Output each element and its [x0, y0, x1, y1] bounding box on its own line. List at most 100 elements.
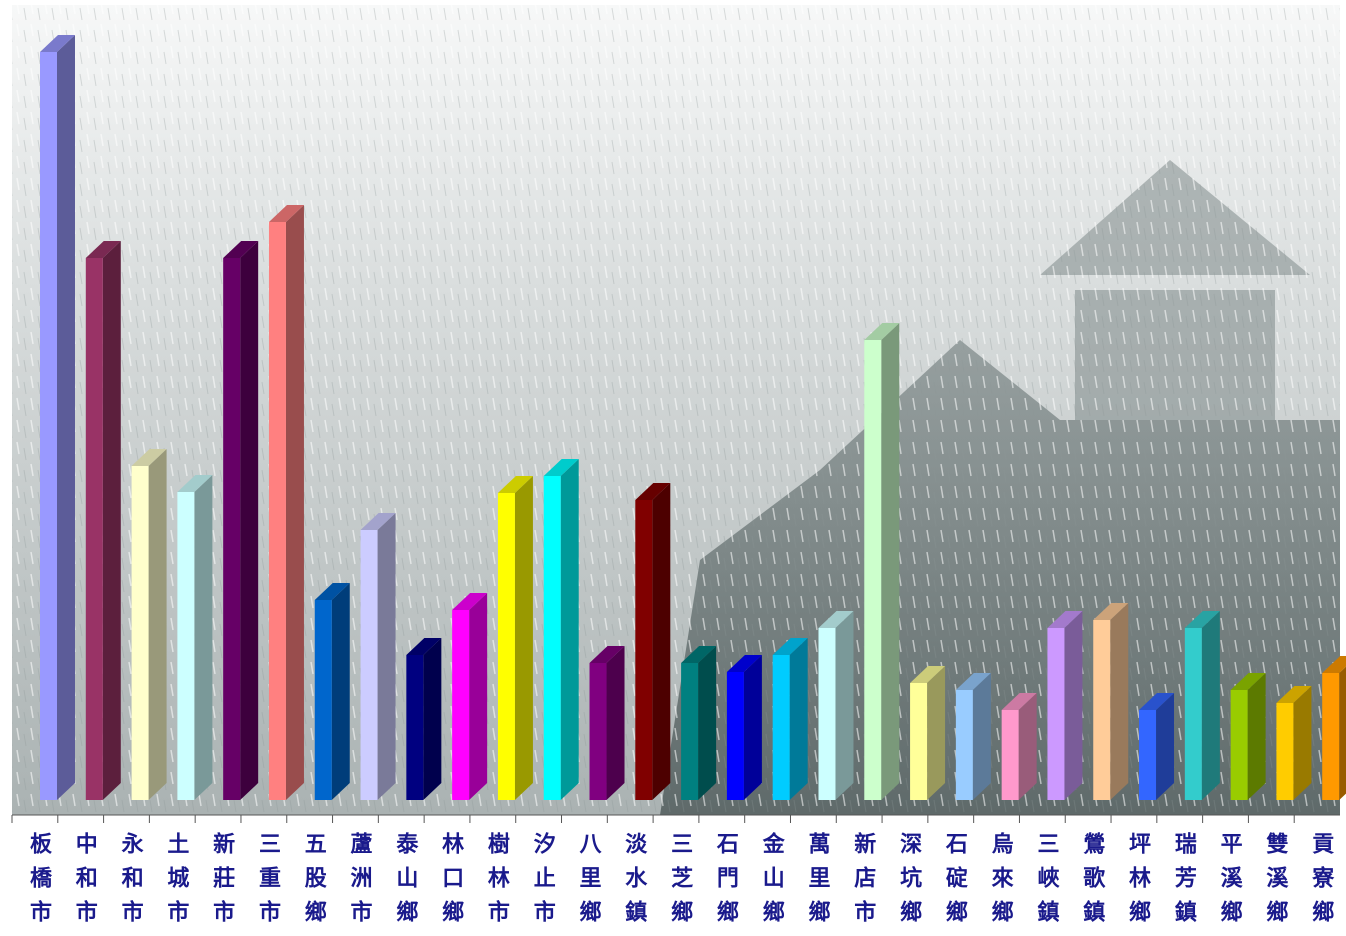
bar-front	[681, 663, 699, 800]
bar-side	[743, 655, 762, 800]
bar	[726, 655, 762, 800]
bar	[1047, 611, 1083, 800]
bar	[85, 241, 121, 800]
x-tick-label: 樹林市	[483, 832, 509, 934]
bar-front	[406, 655, 424, 800]
x-tick-label: 瑞芳鎮	[1170, 832, 1196, 934]
x-tick-label: 金山鄉	[758, 832, 784, 934]
bar-top	[223, 241, 259, 258]
bar-top	[1093, 603, 1129, 620]
bar	[360, 513, 396, 800]
x-tick-label: 雙溪鄉	[1262, 832, 1288, 934]
x-tick-label: 平溪鄉	[1216, 832, 1242, 934]
bar-side	[285, 205, 304, 800]
bar-front	[772, 655, 790, 800]
bar-top	[360, 513, 396, 530]
x-tick-label: 石門鄉	[712, 832, 738, 934]
bar	[818, 611, 854, 800]
bar-side	[927, 666, 946, 800]
bar-front	[223, 258, 241, 800]
x-tick-label: 泰山鄉	[392, 832, 418, 934]
bar-front	[589, 663, 607, 800]
bar-side	[102, 241, 121, 800]
bar	[1093, 603, 1129, 800]
x-tick-label: 新店市	[850, 832, 876, 934]
x-tick-label: 石碇鄉	[941, 832, 967, 934]
bar-top	[1139, 693, 1175, 710]
bar-side	[698, 646, 717, 800]
bar-front	[1093, 620, 1111, 800]
bar-side	[469, 593, 488, 800]
bar-front	[85, 258, 103, 800]
bar-top	[910, 666, 946, 683]
bar	[910, 666, 946, 800]
bar-top	[635, 483, 671, 500]
bar-top	[1322, 656, 1346, 673]
x-tick-label: 中和市	[71, 832, 97, 934]
bar-side	[560, 459, 579, 800]
bar-front	[1139, 710, 1157, 800]
x-tick-label: 鶯歌鎮	[1079, 832, 1105, 934]
bar-front	[314, 600, 332, 800]
bar	[1184, 611, 1220, 800]
bar	[1230, 673, 1266, 800]
x-tick-label: 八里鄉	[575, 832, 601, 934]
x-tick-label: 林口鄉	[438, 832, 464, 934]
bar-side	[1110, 603, 1129, 800]
x-tick-label: 永和市	[117, 832, 143, 934]
x-tick-label: 汐止市	[529, 832, 555, 934]
bar-side	[423, 638, 442, 800]
bar-front	[543, 476, 561, 800]
bar-side	[881, 323, 900, 800]
bar-top	[452, 593, 488, 610]
bar	[543, 459, 579, 800]
bar-front	[268, 222, 286, 800]
bar-side	[789, 638, 808, 800]
x-tick-label: 五股鄉	[300, 832, 326, 934]
bar-top	[177, 475, 213, 492]
bar	[314, 583, 350, 800]
bar	[635, 483, 671, 800]
bar-side	[514, 476, 533, 800]
bar-top	[406, 638, 442, 655]
bar-top	[864, 323, 900, 340]
bar	[40, 35, 75, 800]
bar-side	[1247, 673, 1266, 800]
bar-front	[131, 466, 149, 800]
bar	[955, 673, 991, 800]
bar-front	[452, 610, 470, 800]
bar-top	[314, 583, 350, 600]
x-tick-label: 淡水鎮	[621, 832, 647, 934]
bar-side	[606, 646, 625, 800]
bar-side	[240, 241, 259, 800]
bar-front	[40, 52, 57, 800]
bar-side	[652, 483, 671, 800]
bar	[589, 646, 625, 800]
bar	[497, 476, 533, 800]
bar-front	[1230, 690, 1248, 800]
bar-side	[835, 611, 854, 800]
bar-side	[1339, 666, 1346, 800]
bar	[772, 638, 808, 800]
bar-front	[864, 340, 882, 800]
bar-front	[635, 500, 653, 800]
x-tick-label: 土城市	[163, 832, 189, 934]
bar	[1001, 693, 1037, 800]
bar-side	[1064, 611, 1083, 800]
bar-top	[955, 673, 991, 690]
x-tick-label: 烏來鄉	[987, 832, 1013, 934]
bar-front	[1047, 628, 1065, 800]
x-tick-label: 貢寮鄉	[1308, 832, 1334, 934]
bar-side	[194, 475, 213, 800]
bar-front	[910, 683, 928, 800]
x-tick-label: 深坑鄉	[896, 832, 922, 934]
x-tick-label: 三芝鄉	[667, 832, 693, 934]
bar-top	[1276, 686, 1312, 703]
x-tick-label: 蘆洲市	[346, 832, 372, 934]
bar-side	[1201, 611, 1220, 800]
bar-front	[955, 690, 973, 800]
bar-front	[1184, 628, 1202, 800]
bar-top	[589, 646, 625, 663]
